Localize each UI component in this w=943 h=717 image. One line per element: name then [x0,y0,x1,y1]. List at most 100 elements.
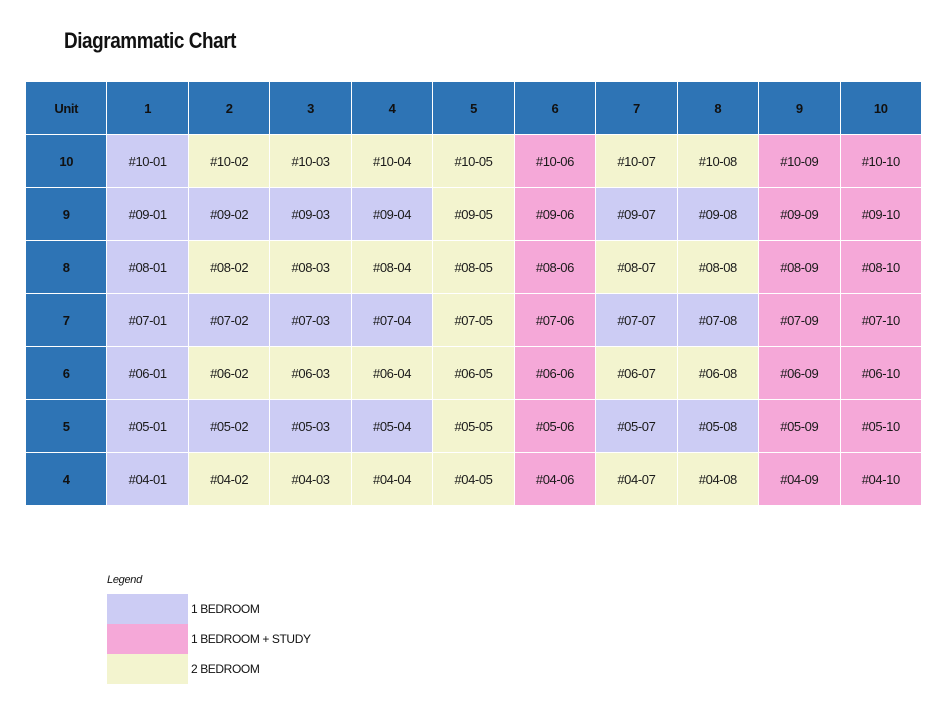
column-header: 2 [187,81,271,135]
legend-items: 1 BEDROOM 1 BEDROOM + STUDY 2 BEDROOM [107,594,311,684]
table-row: 8 #08-01 #08-02 #08-03 #08-04 #08-05 #08-06 #08… [24,240,923,294]
unit-cell: #09-07 [595,187,678,241]
row-header-floor: 8 [24,240,108,294]
unit-cell: #05-04 [350,399,434,453]
unit-cell: #04-05 [432,452,515,506]
unit-cell: #07-02 [187,293,271,347]
unit-cell: #05-03 [269,399,352,453]
unit-cell: #05-06 [513,399,597,453]
unit-cell: #07-08 [676,293,760,347]
unit-cell: #10-03 [269,134,352,188]
legend-item: 2 BEDROOM [107,654,311,684]
legend-item: 1 BEDROOM [107,594,311,624]
unit-cell: #04-04 [350,452,434,506]
unit-cell: #10-05 [432,134,515,188]
table-row: 10 #10-01 #10-02 #10-03 #10-04 #10-05 #10-06 #1… [24,134,923,188]
unit-cell: #04-08 [676,452,760,506]
unit-cell: #04-06 [513,452,597,506]
column-header: 6 [513,81,597,135]
table-row: 4 #04-01 #04-02 #04-03 #04-04 #04-05 #04-06 #04… [24,452,923,506]
unit-cell: #07-07 [595,293,678,347]
unit-cell: #04-01 [106,452,189,506]
unit-cell: #04-02 [187,452,271,506]
unit-cell: #08-01 [106,240,189,294]
column-header: 7 [595,81,678,135]
legend-label: 1 BEDROOM + STUDY [191,632,311,646]
unit-cell: #09-10 [839,187,923,241]
row-header-floor: 5 [24,399,108,453]
page-title: Diagrammatic Chart [64,28,237,53]
unit-cell: #05-08 [676,399,760,453]
unit-cell: #09-06 [513,187,597,241]
unit-cell: #08-06 [513,240,597,294]
unit-cell: #09-02 [187,187,271,241]
row-header-floor: 7 [24,293,108,347]
unit-cell: #08-10 [839,240,923,294]
unit-cell: #08-04 [350,240,434,294]
table-row: 7 #07-01 #07-02 #07-03 #07-04 #07-05 #07-06 #07… [24,293,923,347]
unit-cell: #06-09 [758,346,841,400]
unit-cell: #09-01 [106,187,189,241]
unit-cell: #07-01 [106,293,189,347]
column-header: 4 [350,81,434,135]
unit-cell: #07-09 [758,293,841,347]
unit-cell: #06-01 [106,346,189,400]
column-header: 10 [839,81,923,135]
legend-swatch [107,654,188,684]
unit-cell: #05-10 [839,399,923,453]
unit-cell: #06-10 [839,346,923,400]
unit-cell: #08-02 [187,240,271,294]
corner-header: Unit [24,81,108,135]
legend-label: 2 BEDROOM [191,662,260,676]
legend-swatch [107,594,188,624]
column-header: 5 [432,81,515,135]
unit-cell: #09-08 [676,187,760,241]
table-row: 5 #05-01 #05-02 #05-03 #05-04 #05-05 #05-06 #05… [24,399,923,453]
unit-cell: #06-04 [350,346,434,400]
unit-cell: #09-04 [350,187,434,241]
unit-cell: #05-09 [758,399,841,453]
unit-cell: #06-06 [513,346,597,400]
row-header-floor: 6 [24,346,108,400]
unit-cell: #05-05 [432,399,515,453]
unit-cell: #07-03 [269,293,352,347]
unit-cell: #06-05 [432,346,515,400]
unit-cell: #09-03 [269,187,352,241]
unit-cell: #09-05 [432,187,515,241]
row-header-floor: 9 [24,187,108,241]
unit-cell: #10-10 [839,134,923,188]
unit-cell: #10-09 [758,134,841,188]
unit-cell: #10-07 [595,134,678,188]
unit-cell: #05-02 [187,399,271,453]
legend-title: Legend [107,574,142,586]
table-row: 6 #06-01 #06-02 #06-03 #06-04 #06-05 #06-06 #06… [24,346,923,400]
unit-cell: #08-07 [595,240,678,294]
unit-cell: #09-09 [758,187,841,241]
unit-cell: #04-03 [269,452,352,506]
column-header: 1 [106,81,189,135]
unit-grid-body: 10 #10-01 #10-02 #10-03 #10-04 #10-05 #10-06 #1… [24,134,923,506]
unit-cell: #06-02 [187,346,271,400]
legend-label: 1 BEDROOM [191,602,260,616]
unit-cell: #10-08 [676,134,760,188]
unit-cell: #07-04 [350,293,434,347]
unit-cell: #08-05 [432,240,515,294]
unit-cell: #04-07 [595,452,678,506]
unit-cell: #10-04 [350,134,434,188]
column-header: 8 [676,81,760,135]
unit-cell: #08-09 [758,240,841,294]
column-header-row: Unit 1 2 3 4 5 6 7 8 9 10 [24,81,923,135]
unit-cell: #07-10 [839,293,923,347]
unit-cell: #10-06 [513,134,597,188]
unit-grid: Unit 1 2 3 4 5 6 7 8 9 10 10 #10-01 #10-02… [24,81,923,506]
unit-cell: #10-02 [187,134,271,188]
unit-cell: #10-01 [106,134,189,188]
unit-cell: #08-03 [269,240,352,294]
table-row: 9 #09-01 #09-02 #09-03 #09-04 #09-05 #09-06 #09… [24,187,923,241]
unit-cell: #04-09 [758,452,841,506]
unit-cell: #08-08 [676,240,760,294]
column-header: 9 [758,81,841,135]
row-header-floor: 10 [24,134,108,188]
unit-cell: #06-03 [269,346,352,400]
column-header: 3 [269,81,352,135]
